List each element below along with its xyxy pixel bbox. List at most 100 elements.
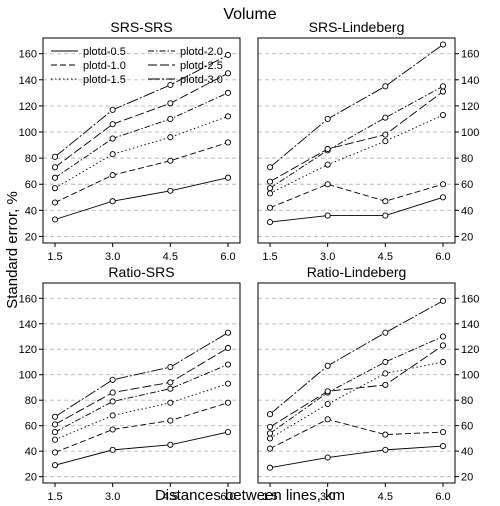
legend-label-plotd-3-0: plotd-3.0 bbox=[180, 74, 223, 86]
series-line-srs-lindeberg-plotd-1-0 bbox=[269, 183, 444, 209]
point-srs-srs-plotd-3-0-1 bbox=[109, 106, 116, 113]
panel-srs-srs: SRS-SRS 20 40 60 80 100 120 140 160 1.5 3.0 4.5 6.0 p… bbox=[19, 19, 241, 263]
series-srs-srs-plotd-1-5 bbox=[51, 113, 232, 192]
point-ratio-srs-plotd-1-5-1 bbox=[109, 412, 116, 419]
legend-label-plotd-2-0: plotd-2.0 bbox=[180, 46, 223, 58]
point-ratio-srs-plotd-2-5-0 bbox=[51, 421, 59, 428]
series-line-srs-srs-plotd-2-0 bbox=[54, 92, 229, 179]
series-line-srs-lindeberg-plotd-1-5 bbox=[269, 114, 444, 194]
ytick-label-srs-srs-160: 160 bbox=[19, 49, 37, 61]
point-ratio-lindeberg-plotd-1-0-1 bbox=[324, 416, 331, 423]
series-srs-srs-plotd-2-0 bbox=[51, 89, 232, 181]
point-ratio-lindeberg-plotd-2-0-0 bbox=[266, 430, 274, 437]
panel-title-ratio-srs: Ratio-SRS bbox=[108, 264, 174, 280]
point-ratio-srs-plotd-3-0-0 bbox=[51, 413, 59, 420]
point-srs-srs-plotd-0-5-0 bbox=[51, 216, 59, 223]
panel-srs-lindeberg: SRS-Lindeberg 20 40 60 80 100 120 140 160 1.5 3.0 4… bbox=[257, 19, 479, 263]
panel-title-srs-srs: SRS-SRS bbox=[110, 19, 172, 35]
series-srs-lindeberg-plotd-0-5 bbox=[266, 194, 447, 226]
ytick-label-srs-srs-20: 20 bbox=[25, 231, 37, 243]
series-srs-lindeberg-plotd-1-0 bbox=[266, 181, 447, 211]
xtick-label-ratio-srs-1: 3.0 bbox=[105, 491, 120, 503]
panel-title-ratio-lindeberg: Ratio-Lindeberg bbox=[307, 264, 407, 280]
point-ratio-lindeberg-plotd-2-5-0 bbox=[266, 423, 274, 430]
ytick-label-ratio-lindeberg-60: 60 bbox=[461, 421, 473, 433]
point-srs-lindeberg-plotd-0-5-1 bbox=[324, 212, 331, 219]
ytick-label-ratio-lindeberg-80: 80 bbox=[461, 395, 473, 407]
point-ratio-srs-plotd-1-0-1 bbox=[109, 426, 116, 433]
point-ratio-lindeberg-plotd-3-0-0 bbox=[266, 411, 274, 418]
point-ratio-lindeberg-plotd-3-0-2 bbox=[382, 329, 389, 336]
point-ratio-srs-plotd-0-5-1 bbox=[109, 446, 116, 453]
point-ratio-lindeberg-plotd-2-5-3 bbox=[439, 342, 447, 349]
series-line-ratio-srs-plotd-1-0 bbox=[54, 402, 229, 453]
series-ratio-lindeberg-plotd-2-5 bbox=[266, 342, 447, 430]
series-ratio-srs-plotd-1-0 bbox=[51, 399, 232, 456]
legend-label-plotd-1-0: plotd-1.0 bbox=[83, 60, 126, 72]
point-srs-lindeberg-plotd-2-5-3 bbox=[439, 88, 447, 95]
series-line-srs-lindeberg-plotd-3-0 bbox=[269, 44, 444, 168]
point-srs-lindeberg-plotd-1-5-2 bbox=[382, 138, 389, 145]
point-srs-lindeberg-plotd-1-0-3 bbox=[439, 181, 447, 188]
series-srs-lindeberg-plotd-3-0 bbox=[266, 41, 447, 171]
ytick-label-srs-lindeberg-120: 120 bbox=[461, 101, 479, 113]
series-line-srs-lindeberg-plotd-0-5 bbox=[269, 196, 444, 223]
ytick-label-ratio-srs-60: 60 bbox=[25, 421, 37, 433]
ytick-label-srs-lindeberg-60: 60 bbox=[461, 179, 473, 191]
point-srs-srs-plotd-3-0-0 bbox=[51, 153, 59, 160]
series-line-srs-srs-plotd-1-5 bbox=[54, 115, 229, 189]
point-srs-srs-plotd-1-5-0 bbox=[51, 185, 59, 192]
point-ratio-srs-plotd-1-0-0 bbox=[51, 449, 59, 456]
point-srs-lindeberg-plotd-1-0-1 bbox=[324, 181, 331, 188]
point-ratio-srs-plotd-2-5-1 bbox=[109, 389, 116, 396]
point-ratio-lindeberg-plotd-0-5-3 bbox=[439, 443, 447, 450]
point-srs-lindeberg-plotd-0-5-3 bbox=[439, 194, 447, 201]
xtick-label-srs-srs-3: 6.0 bbox=[220, 251, 235, 263]
point-ratio-srs-plotd-2-0-2 bbox=[167, 385, 174, 392]
point-srs-lindeberg-plotd-3-0-2 bbox=[382, 83, 389, 90]
point-ratio-srs-plotd-0-5-0 bbox=[51, 462, 59, 469]
series-line-ratio-srs-plotd-0-5 bbox=[54, 431, 229, 466]
legend: plotd-0.5 plotd-1.0 plotd-1.5 plotd-2.0 plot… bbox=[51, 46, 223, 86]
point-srs-srs-plotd-1-0-3 bbox=[224, 139, 232, 146]
ytick-label-srs-lindeberg-100: 100 bbox=[461, 127, 479, 139]
point-srs-srs-plotd-1-0-2 bbox=[167, 157, 174, 164]
series-line-srs-srs-plotd-0-5 bbox=[54, 177, 229, 220]
ytick-label-ratio-srs-80: 80 bbox=[25, 395, 37, 407]
xtick-label-srs-lindeberg-3: 6.0 bbox=[435, 251, 450, 263]
series-line-ratio-lindeberg-plotd-0-5 bbox=[269, 445, 444, 469]
point-srs-srs-plotd-3-0-2 bbox=[167, 81, 174, 89]
series-line-ratio-lindeberg-plotd-3-0 bbox=[269, 300, 444, 415]
point-ratio-srs-plotd-0-5-2 bbox=[167, 441, 174, 448]
series-line-srs-lindeberg-plotd-2-5 bbox=[269, 91, 444, 183]
point-ratio-lindeberg-plotd-1-5-3 bbox=[439, 358, 447, 366]
point-ratio-srs-plotd-2-0-3 bbox=[224, 361, 232, 368]
figure-xlabel: Distances between lines, km bbox=[155, 487, 345, 504]
series-ratio-lindeberg-plotd-3-0 bbox=[266, 297, 447, 418]
point-srs-lindeberg-plotd-1-0-0 bbox=[266, 204, 274, 211]
series-ratio-srs-plotd-2-5 bbox=[51, 344, 232, 428]
point-ratio-srs-plotd-2-0-1 bbox=[109, 398, 116, 405]
point-ratio-lindeberg-plotd-1-0-0 bbox=[266, 445, 274, 452]
point-srs-lindeberg-plotd-3-0-0 bbox=[266, 164, 274, 171]
point-ratio-srs-plotd-3-0-2 bbox=[167, 364, 174, 371]
ytick-label-ratio-srs-20: 20 bbox=[25, 472, 37, 484]
point-ratio-srs-plotd-2-5-3 bbox=[224, 344, 232, 352]
series-ratio-lindeberg-plotd-1-0 bbox=[266, 416, 447, 452]
point-ratio-srs-plotd-1-5-3 bbox=[224, 380, 232, 387]
xtick-label-ratio-lindeberg-1: 3.0 bbox=[320, 491, 335, 503]
ytick-label-srs-lindeberg-20: 20 bbox=[461, 231, 473, 243]
point-srs-lindeberg-plotd-1-5-1 bbox=[324, 161, 331, 168]
point-srs-srs-plotd-0-5-2 bbox=[167, 187, 174, 194]
point-srs-lindeberg-plotd-1-5-3 bbox=[439, 111, 447, 119]
point-ratio-srs-plotd-2-0-0 bbox=[51, 428, 59, 436]
ytick-label-srs-lindeberg-160: 160 bbox=[461, 49, 479, 61]
ytick-label-ratio-srs-140: 140 bbox=[19, 319, 37, 331]
xtick-label-srs-lindeberg-0: 1.5 bbox=[262, 251, 277, 263]
xtick-label-ratio-srs-2: 4.5 bbox=[163, 491, 178, 503]
series-line-ratio-srs-plotd-2-0 bbox=[54, 364, 229, 433]
point-srs-lindeberg-plotd-2-5-0 bbox=[266, 178, 274, 185]
panel-ratio-lindeberg: Ratio-Lindeberg 20 40 60 80 100 120 140 160 1.5 3.… bbox=[257, 264, 479, 503]
panel-ratio-srs: Ratio-SRS 20 40 60 80 100 120 140 160 1.5 3.0 4.5 6.… bbox=[19, 264, 241, 503]
